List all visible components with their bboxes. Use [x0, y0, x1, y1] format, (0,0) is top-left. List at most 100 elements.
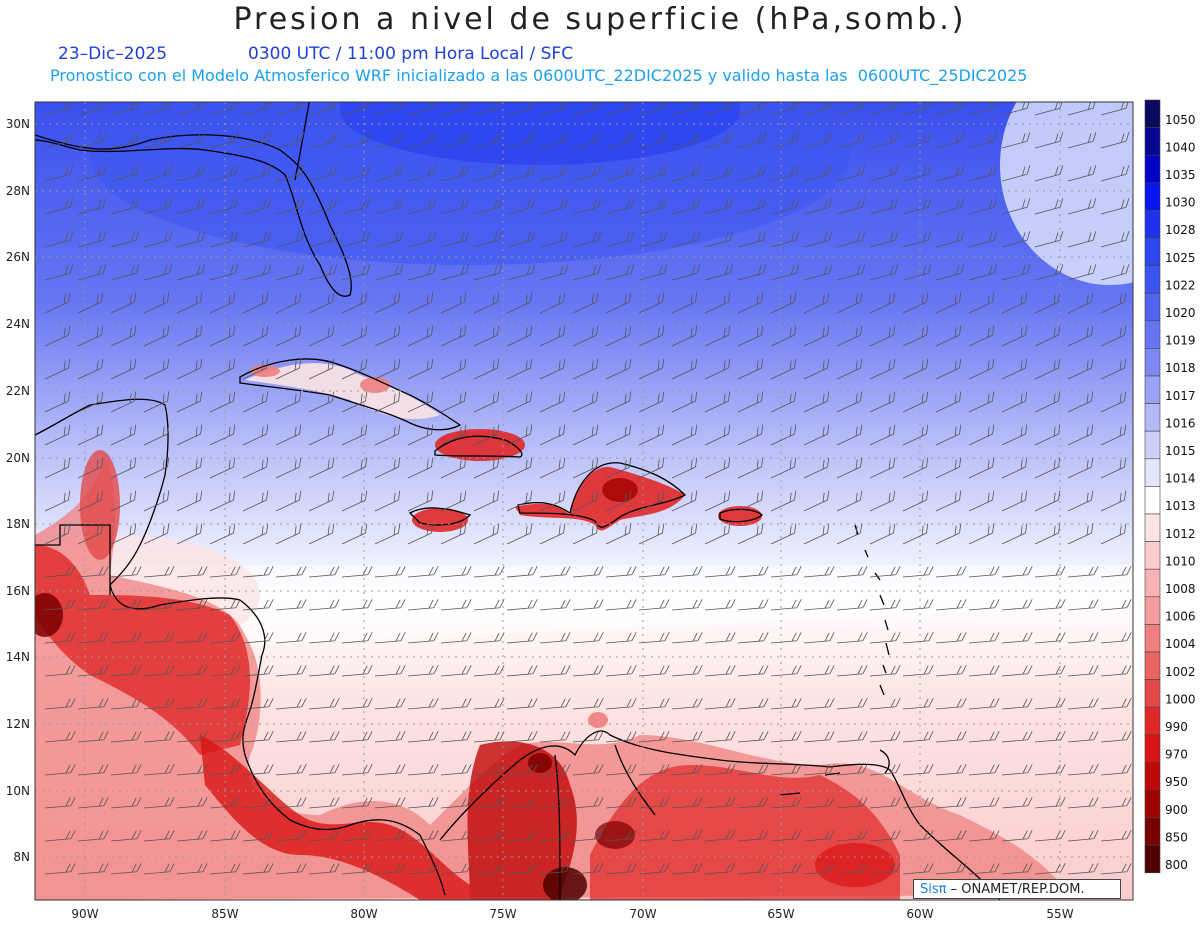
wind-barb: [638, 292, 665, 314]
wind-barb: [143, 698, 175, 710]
wind-barb: [473, 665, 505, 677]
colorbar-label: 1012: [1165, 527, 1196, 541]
wind-barb: [473, 264, 503, 281]
wind-barb: [1034, 797, 1066, 809]
wind-barb: [671, 599, 703, 611]
wind-barb: [803, 632, 835, 644]
colorbar-swatch: [1144, 210, 1161, 239]
wind-barb: [308, 231, 338, 248]
wind-barb: [176, 566, 208, 578]
wind-barb: [209, 698, 241, 710]
wind-barb: [605, 830, 637, 842]
wind-barb: [308, 325, 335, 347]
wind-barb: [44, 325, 71, 347]
wind-barb: [341, 391, 368, 413]
wind-barb: [308, 797, 340, 809]
wind-barb: [440, 457, 467, 479]
wind-barb: [770, 731, 802, 743]
wind-barb: [77, 632, 109, 644]
wind-barb: [242, 490, 269, 512]
wind-barb: [770, 830, 802, 842]
wind-barb: [77, 665, 109, 677]
colorbar-swatch: [1144, 651, 1161, 680]
wind-barb: [572, 198, 602, 215]
wind-barb: [572, 731, 604, 743]
wind-barb: [176, 698, 208, 710]
wind-barb: [1067, 490, 1094, 512]
wind-barb: [440, 731, 472, 743]
wind-barb: [671, 731, 703, 743]
wind-barb: [209, 231, 239, 248]
wind-barb: [704, 490, 731, 512]
wind-barb: [341, 424, 368, 446]
wind-barb: [176, 391, 203, 413]
wind-barb: [440, 165, 470, 182]
wind-barb: [209, 424, 236, 446]
wind-barb: [770, 632, 802, 644]
wind-barb: [374, 490, 401, 512]
colorbar-swatch: [1144, 844, 1161, 874]
wind-barb: [1100, 165, 1130, 182]
wind-barb: [1100, 731, 1132, 743]
wind-barb: [440, 523, 467, 545]
colorbar-label: 950: [1165, 775, 1188, 789]
wind-barb: [473, 391, 500, 413]
wind-barb: [341, 797, 373, 809]
wind-barb: [902, 863, 934, 875]
wind-barb: [44, 165, 74, 182]
wind-barb: [539, 198, 569, 215]
wind-barb: [572, 231, 602, 248]
wind-barb: [836, 830, 868, 842]
wind-barb: [968, 231, 998, 248]
lon-label: 85W: [211, 907, 238, 921]
wind-barb: [935, 764, 967, 776]
wind-barb: [1001, 523, 1028, 545]
colorbar-label: 1016: [1165, 416, 1196, 430]
wind-barb: [209, 292, 236, 314]
wind-barb: [77, 797, 109, 809]
wind-barb: [176, 358, 203, 380]
wind-barb: [374, 264, 404, 281]
wind-barb: [1034, 665, 1066, 677]
wind-barb: [110, 665, 142, 677]
wind-barb: [770, 457, 797, 479]
colorbar-label: 1010: [1165, 554, 1196, 568]
wind-barb: [440, 358, 467, 380]
wind-barb: [869, 731, 901, 743]
wind-barb: [836, 797, 868, 809]
wind-barb: [209, 665, 241, 677]
wind-barb: [935, 632, 967, 644]
wind-barb: [1034, 523, 1061, 545]
wind-barb: [44, 523, 71, 545]
wind-barb: [242, 391, 269, 413]
wind-barb: [836, 566, 868, 578]
wind-barb: [506, 797, 538, 809]
wind-barb: [77, 764, 109, 776]
wind-barb: [671, 863, 703, 875]
wind-barb: [110, 457, 137, 479]
wind-barb: [143, 231, 173, 248]
wind-barb: [704, 764, 736, 776]
wind-barb: [671, 231, 701, 248]
wind-barbs: [44, 102, 1132, 875]
wind-barb: [44, 231, 74, 248]
wind-barb: [1067, 731, 1099, 743]
wind-barb: [1001, 863, 1033, 875]
wind-barb: [473, 764, 505, 776]
wind-barb: [440, 665, 472, 677]
lon-label: 80W: [350, 907, 377, 921]
forecast-date: 23–Dic–2025: [58, 44, 168, 64]
wind-barb: [242, 325, 269, 347]
wind-barb: [440, 764, 472, 776]
wind-barb: [110, 490, 137, 512]
wind-barb: [77, 863, 109, 875]
wind-barb: [539, 424, 566, 446]
wind-barb: [803, 830, 835, 842]
wind-barb: [935, 424, 962, 446]
wind-barb: [473, 731, 505, 743]
wind-barb: [1067, 132, 1097, 149]
wind-barb: [935, 264, 965, 281]
wind-barb: [869, 132, 899, 149]
wind-barb: [77, 599, 109, 611]
wind-barb: [770, 797, 802, 809]
